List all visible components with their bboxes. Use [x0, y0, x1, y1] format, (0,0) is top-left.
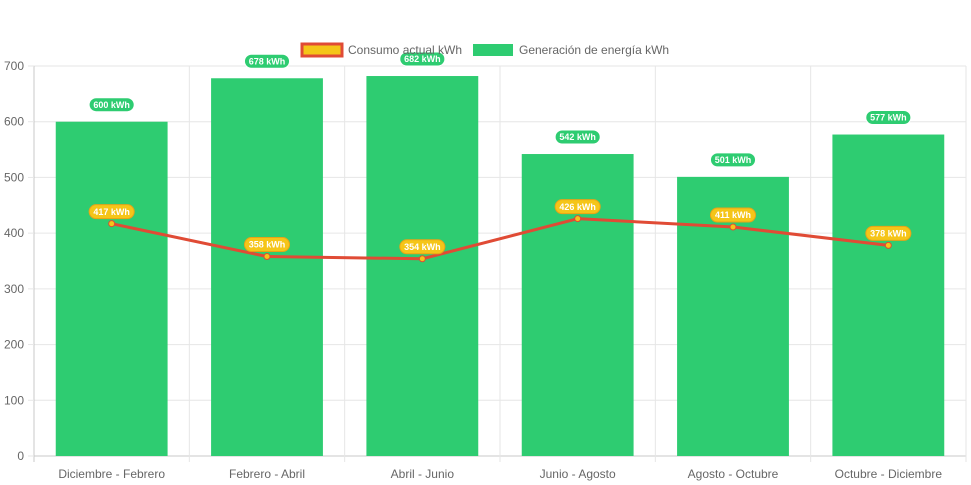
line-series-consumo	[108, 215, 892, 263]
point-consumo[interactable]	[108, 220, 116, 228]
point-consumo[interactable]	[574, 215, 582, 223]
data-label-consumo-bg	[554, 199, 601, 215]
legend-swatch-generacion	[473, 44, 513, 56]
data-label-generacion-bg	[88, 97, 135, 113]
data-label-consumo: 358 kWh	[249, 240, 286, 250]
y-tick-label: 300	[4, 282, 24, 296]
line-path-consumo	[111, 217, 889, 261]
y-tick-label: 200	[4, 338, 24, 352]
data-label-generacion-bg	[865, 110, 912, 126]
data-label-generacion: 577 kWh	[870, 113, 907, 123]
chart-grid	[33, 65, 967, 462]
data-label-consumo: 354 kWh	[404, 242, 441, 252]
legend-label-consumo: Consumo actual kWh	[348, 43, 462, 57]
y-axis: 0 100 200 300 400 500 600 700	[4, 59, 34, 463]
data-label-generacion: 678 kWh	[249, 56, 286, 66]
x-tick-label: Agosto - Octubre	[688, 467, 779, 481]
data-label-generacion-bg	[554, 129, 601, 145]
data-label-generacion: 682 kWh	[404, 54, 441, 64]
point-consumo[interactable]	[418, 255, 426, 263]
y-tick-label: 700	[4, 59, 24, 73]
data-label-generacion-bg	[243, 53, 291, 69]
bar-generacion[interactable]	[55, 121, 168, 456]
legend-item-consumo[interactable]: Consumo actual kWh	[300, 42, 462, 58]
point-consumo[interactable]	[263, 253, 271, 261]
x-tick-label: Junio - Agosto	[540, 467, 616, 481]
data-label-consumo-bg	[865, 225, 912, 241]
bar-generacion[interactable]	[366, 76, 479, 457]
data-label-generacion: 542 kWh	[559, 132, 596, 142]
y-tick-label: 0	[17, 449, 24, 463]
data-label-generacion: 501 kWh	[715, 155, 752, 165]
data-labels: 600 kWh 678 kWh 682 kWh 542 kWh 501 kWh 577 k…	[88, 51, 912, 255]
data-label-generacion-bg	[709, 152, 757, 168]
data-label-consumo: 426 kWh	[559, 202, 596, 212]
x-tick-label: Diciembre - Febrero	[58, 467, 165, 481]
x-tick-label: Abril - Junio	[391, 467, 455, 481]
x-tick-label: Octubre - Diciembre	[835, 467, 943, 481]
chart-legend[interactable]: Consumo actual kWh Generación de energía…	[300, 42, 669, 58]
data-label-generacion-bg	[399, 51, 446, 67]
y-tick-label: 600	[4, 115, 24, 129]
data-label-consumo-bg	[243, 237, 291, 253]
legend-swatch-consumo	[300, 42, 344, 58]
data-label-generacion: 600 kWh	[93, 100, 130, 110]
bar-generacion[interactable]	[832, 134, 945, 456]
data-label-consumo: 411 kWh	[715, 210, 751, 220]
y-tick-label: 100	[4, 393, 24, 407]
data-label-consumo-bg	[709, 207, 757, 223]
x-axis: Diciembre - Febrero Febrero - Abril Abril …	[58, 467, 942, 481]
x-tick-label: Febrero - Abril	[229, 467, 305, 481]
bar-series-generacion	[55, 76, 945, 457]
y-tick-label: 500	[4, 170, 24, 184]
data-label-consumo-bg	[399, 239, 446, 255]
data-label-consumo: 417 kWh	[93, 207, 130, 217]
point-consumo[interactable]	[884, 241, 892, 249]
data-label-consumo: 378 kWh	[870, 229, 907, 239]
data-label-consumo-bg	[88, 204, 135, 220]
y-tick-label: 400	[4, 226, 24, 240]
bar-generacion[interactable]	[677, 176, 789, 456]
legend-label-generacion: Generación de energía kWh	[519, 43, 669, 57]
bar-generacion[interactable]	[211, 78, 323, 456]
legend-item-generacion[interactable]: Generación de energía kWh	[473, 43, 669, 57]
point-consumo[interactable]	[729, 223, 737, 231]
